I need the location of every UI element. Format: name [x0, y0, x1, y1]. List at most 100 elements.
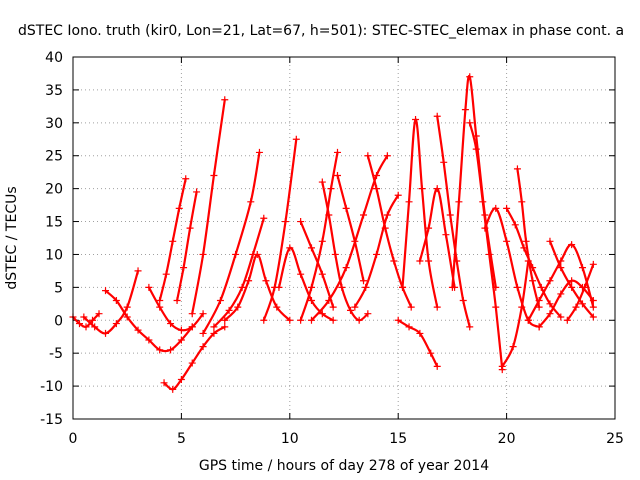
data-point	[292, 135, 300, 143]
data-point	[459, 297, 467, 305]
series-arc-16	[318, 178, 372, 324]
data-point	[589, 260, 597, 268]
data-point	[281, 218, 289, 226]
data-point	[466, 323, 474, 331]
x-axis-label: GPS time / hours of day 278 of year 2014	[199, 458, 489, 474]
data-point	[425, 224, 433, 232]
x-tick-label: 15	[389, 431, 407, 447]
data-point	[156, 297, 164, 305]
series-line	[366, 154, 413, 309]
data-point	[381, 224, 389, 232]
series-line	[262, 138, 298, 322]
data-point	[307, 244, 315, 252]
data-point	[182, 175, 190, 183]
data-point	[589, 297, 597, 305]
series-arc-05	[160, 323, 229, 393]
series-line	[212, 217, 265, 328]
series-arc-14	[297, 218, 337, 311]
data-point	[383, 152, 391, 160]
series-arc-23	[416, 185, 459, 291]
data-point	[169, 385, 177, 393]
series-line	[299, 220, 335, 309]
data-point	[177, 326, 185, 334]
data-point	[492, 204, 500, 212]
data-point	[234, 303, 242, 311]
data-point	[329, 303, 337, 311]
data-point	[76, 320, 84, 328]
axis-ticks: 0 5 10 15 20 25 -15 -10 -5 0 5 10 15 20 25 30 35 40	[40, 50, 624, 447]
data-point	[581, 283, 589, 291]
data-point	[589, 303, 597, 311]
data-point	[318, 310, 326, 318]
series-line	[277, 246, 335, 322]
data-point	[563, 316, 571, 324]
series-line	[501, 259, 530, 368]
data-point	[557, 290, 565, 298]
data-point	[91, 323, 99, 331]
data-point	[167, 320, 175, 328]
data-point	[524, 316, 532, 324]
data-point	[253, 250, 261, 258]
data-point	[373, 250, 381, 258]
data-point	[238, 283, 246, 291]
x-tick-label: 5	[177, 431, 186, 447]
x-tick-label: 20	[498, 431, 516, 447]
series-arc-22	[394, 316, 441, 370]
data-point	[177, 376, 185, 384]
data-point	[518, 198, 526, 206]
data-point	[286, 316, 294, 324]
data-point	[255, 148, 263, 156]
y-tick-label: 20	[45, 182, 63, 198]
data-point	[394, 316, 402, 324]
series-line	[336, 174, 365, 282]
series-line	[82, 269, 140, 335]
chart-grid	[73, 57, 615, 419]
data-point	[297, 218, 305, 226]
data-point	[167, 346, 175, 354]
data-point	[416, 329, 424, 337]
series-arc-11	[221, 250, 294, 324]
series-arc-19	[351, 191, 402, 311]
data-point	[156, 346, 164, 354]
data-point	[318, 237, 326, 245]
y-tick-label: -10	[40, 379, 63, 395]
data-point	[355, 316, 363, 324]
data-point	[338, 283, 346, 291]
data-point	[186, 224, 194, 232]
data-series	[69, 73, 597, 393]
data-point	[347, 306, 355, 314]
data-point	[318, 178, 326, 186]
y-tick-label: 30	[45, 116, 63, 132]
data-point	[572, 303, 580, 311]
data-point	[498, 362, 506, 370]
data-point	[390, 257, 398, 265]
data-point	[513, 165, 521, 173]
data-point	[364, 310, 372, 318]
data-point	[342, 204, 350, 212]
data-point	[102, 329, 110, 337]
data-point	[383, 211, 391, 219]
data-point	[342, 264, 350, 272]
data-point	[360, 211, 368, 219]
data-point	[509, 343, 517, 351]
series-arc-29	[513, 165, 543, 311]
data-point	[518, 303, 526, 311]
data-point	[329, 316, 337, 324]
data-point	[275, 283, 283, 291]
series-arc-31	[524, 241, 597, 324]
data-point	[160, 379, 168, 387]
data-point	[260, 316, 268, 324]
data-point	[522, 237, 530, 245]
series-arc-02	[80, 267, 142, 337]
series-arc-33	[546, 237, 597, 321]
series-arc-18	[307, 152, 391, 324]
data-point	[557, 313, 565, 321]
data-point	[360, 277, 368, 285]
series-arc-06	[156, 175, 190, 305]
data-point	[173, 297, 181, 305]
data-point	[247, 198, 255, 206]
data-point	[169, 237, 177, 245]
data-point	[568, 277, 576, 285]
y-tick-label: 35	[45, 83, 63, 99]
data-point	[589, 313, 597, 321]
